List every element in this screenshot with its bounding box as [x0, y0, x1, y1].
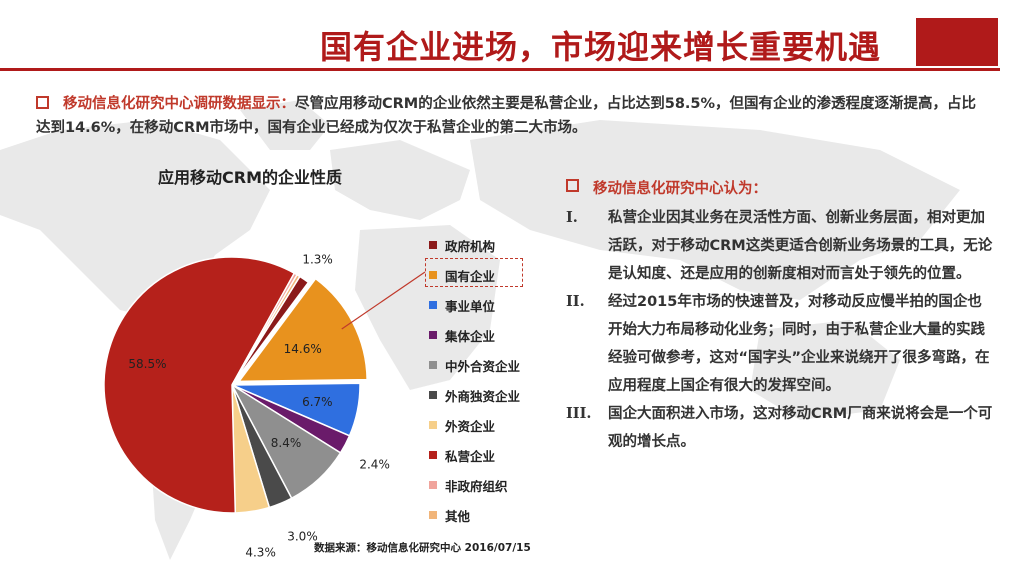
legend-item: 非政府组织: [427, 470, 520, 500]
point-number: I.: [566, 209, 578, 226]
intro-label: 移动信息化研究中心调研数据显示：: [63, 96, 295, 112]
pie-slice: [231, 273, 301, 386]
legend-swatch: [429, 391, 437, 399]
title-accent-block: [916, 18, 998, 66]
pie-data-label: 58.5%: [128, 357, 166, 371]
legend-label: 政府机构: [445, 238, 496, 254]
pie-slice: [103, 256, 296, 514]
legend-swatch: [429, 481, 437, 489]
legend-item: 集体企业: [427, 320, 520, 350]
legend-highlight-box: [425, 258, 523, 287]
legend-label: 国有企业: [445, 268, 496, 284]
pie-data-label: 1.3%: [302, 253, 333, 267]
legend-swatch: [429, 511, 437, 519]
legend-label: 外商独资企业: [445, 388, 521, 404]
chart-title: 应用移动CRM的企业性质: [158, 168, 342, 187]
legend-item: 中外合资企业: [427, 350, 520, 380]
analysis-heading-text: 移动信息化研究中心认为：: [593, 181, 767, 197]
callout-line: [341, 271, 426, 330]
point-text: 经过2015年市场的快速普及，对移动反应慢半拍的国企也开始大力布局移动化业务；同…: [608, 294, 990, 394]
legend-item: 其他: [427, 500, 520, 530]
legend-item: 外商独资企业: [427, 380, 520, 410]
legend-item: 外资企业: [427, 410, 520, 440]
pie-data-label: 2.4%: [359, 458, 390, 472]
slide-title: 国有企业进场，市场迎来增长重要机遇: [320, 28, 882, 66]
legend-swatch: [429, 361, 437, 369]
legend-label: 其他: [445, 508, 471, 524]
legend-label: 私营企业: [445, 448, 496, 464]
pie-data-label: 8.4%: [271, 436, 302, 450]
legend-item: 私营企业: [427, 440, 520, 470]
legend-swatch: [429, 331, 437, 339]
pie-data-label: 14.6%: [284, 342, 322, 356]
hollow-square-bullet-icon: [36, 95, 49, 109]
chart-legend: 政府机构国有企业事业单位集体企业中外合资企业 外商独资企业 外资企业私营企业非政府组…: [427, 230, 520, 530]
legend-swatch: [429, 271, 437, 279]
analysis-panel: 移动信息化研究中心认为： I. 私营企业因其业务在灵活性方面、创新业务层面，相对…: [566, 177, 996, 456]
title-underline: [0, 68, 1000, 71]
legend-label: 外资企业: [445, 418, 496, 434]
legend-item: 事业单位: [427, 290, 520, 320]
pie-data-label: 3.0%: [287, 529, 318, 543]
legend-label: 集体企业: [445, 328, 496, 344]
legend-item: 政府机构: [427, 230, 520, 260]
legend-item: 国有企业: [427, 260, 520, 290]
legend-swatch: [429, 421, 437, 429]
point-text: 私营企业因其业务在灵活性方面、创新业务层面，相对更加活跃，对于移动CRM这类更适…: [608, 210, 993, 282]
analysis-point-1: I. 私营企业因其业务在灵活性方面、创新业务层面，相对更加活跃，对于移动CRM这…: [566, 204, 996, 288]
pie-data-label: 4.3%: [245, 546, 276, 560]
legend-label: 中外合资企业: [445, 358, 521, 374]
legend-swatch: [429, 451, 437, 459]
legend-swatch: [429, 301, 437, 309]
pie-slice: [237, 277, 368, 383]
legend-label: 非政府组织: [445, 478, 508, 494]
intro-paragraph: 移动信息化研究中心调研数据显示：尽管应用移动CRM的企业依然主要是私营企业，占比…: [36, 92, 986, 140]
hollow-square-bullet-icon: [566, 179, 579, 192]
pie-data-label: 6.7%: [302, 395, 333, 409]
analysis-point-2: II. 经过2015年市场的快速普及，对移动反应慢半拍的国企也开始大力布局移动化…: [566, 288, 996, 400]
intro-text: 尽管应用移动CRM的企业依然主要是私营企业，占比达到58.5%，但国有企业的渗透…: [36, 96, 977, 136]
point-number: III.: [566, 405, 592, 422]
analysis-point-3: III. 国企大面积进入市场，这对移动CRM厂商来说将会是一个可观的增长点。: [566, 400, 996, 456]
legend-swatch: [429, 241, 437, 249]
point-number: II.: [566, 293, 585, 310]
legend-label: 事业单位: [445, 298, 496, 314]
analysis-heading: 移动信息化研究中心认为：: [566, 177, 996, 198]
data-source-note: 数据来源：移动信息化研究中心 2016/07/15: [314, 542, 531, 554]
point-text: 国企大面积进入市场，这对移动CRM厂商来说将会是一个可观的增长点。: [608, 406, 993, 450]
